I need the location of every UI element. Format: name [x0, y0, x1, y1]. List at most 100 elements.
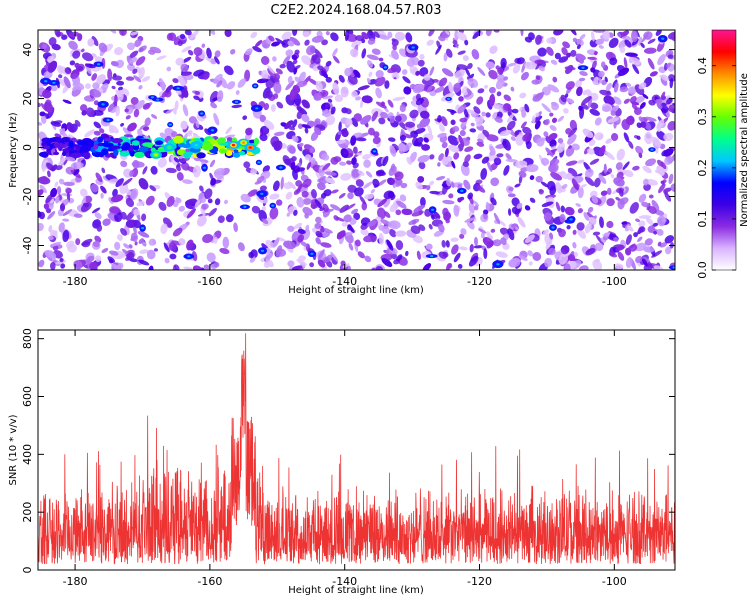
- heatmap-cell: [213, 170, 224, 180]
- heatmap-cell: [294, 49, 300, 55]
- heatmap-cell: [548, 133, 558, 141]
- heatmap-cell: [446, 155, 453, 162]
- heatmap-cell: [485, 30, 492, 37]
- heatmap-cell: [382, 225, 390, 235]
- heatmap-cell: [168, 123, 172, 126]
- heatmap-cell: [667, 120, 675, 131]
- heatmap-cell: [624, 169, 634, 178]
- heatmap-cell: [117, 86, 124, 91]
- heatmap-cell: [129, 50, 139, 59]
- heatmap-cell: [65, 187, 72, 194]
- heatmap-cell: [47, 235, 54, 241]
- heatmap-cell: [176, 172, 184, 181]
- heatmap-cell: [213, 236, 218, 244]
- heatmap-cell: [411, 101, 419, 108]
- heatmap-cell: [199, 185, 204, 192]
- heatmap-cell: [203, 73, 210, 80]
- heatmap-cell: [64, 67, 72, 74]
- heatmap-cell: [39, 184, 47, 194]
- heatmap-cell: [643, 47, 657, 54]
- heatmap-cell: [91, 207, 101, 214]
- heatmap-cell: [357, 85, 370, 91]
- heatmap-cell: [253, 84, 257, 87]
- heatmap-cell: [139, 124, 148, 130]
- colorbar: 0.0 0.1 0.2 0.3 0.4 Normalized spectral ampl…: [696, 29, 750, 279]
- heatmap-cell: [110, 194, 124, 203]
- heatmap-cell: [625, 82, 632, 87]
- heatmap-cell: [70, 161, 84, 170]
- heatmap-cell: [68, 40, 78, 50]
- heatmap-cell: [442, 199, 455, 205]
- heatmap-cell: [102, 218, 111, 226]
- heatmap-cell: [87, 38, 95, 47]
- heatmap-cell: [289, 36, 301, 46]
- heatmap-cell: [417, 176, 425, 183]
- heatmap-cell: [367, 59, 373, 68]
- heatmap-cell: [632, 63, 640, 75]
- heatmap-cell: [367, 38, 376, 45]
- heatmap-cell: [330, 32, 339, 42]
- heatmap-cell: [120, 160, 128, 168]
- heatmap-cell: [201, 43, 206, 48]
- heatmap-cell: [576, 44, 581, 50]
- heatmap-cell: [460, 189, 464, 192]
- heatmap-cell: [429, 190, 440, 195]
- heatmap-cell: [224, 199, 228, 205]
- heatmap-cell: [52, 245, 59, 251]
- heatmap-cell: [315, 230, 323, 238]
- heatmap-cell: [450, 119, 456, 125]
- heatmap-cell: [371, 110, 379, 122]
- heatmap-cell: [113, 149, 119, 157]
- heatmap-cell: [336, 139, 347, 145]
- heatmap-x-tick-label: -180: [63, 275, 88, 288]
- heatmap-x-tick-label: -140: [332, 275, 357, 288]
- heatmap-cell: [448, 81, 454, 94]
- heatmap-cell: [541, 103, 552, 113]
- heatmap-cell: [344, 67, 352, 77]
- heatmap-cell: [625, 257, 633, 269]
- heatmap-cell: [462, 55, 469, 61]
- heatmap-cell: [61, 34, 68, 40]
- heatmap-cell: [490, 177, 500, 187]
- heatmap-cell: [81, 196, 87, 209]
- heatmap-cell: [435, 176, 446, 181]
- heatmap-cell: [145, 195, 155, 206]
- heatmap-cell: [551, 101, 558, 107]
- heatmap-cell: [176, 87, 180, 90]
- heatmap-cell: [154, 153, 158, 157]
- heatmap-cell: [668, 104, 675, 111]
- heatmap-x-axis: -180 -160 -140 -120 -100: [63, 30, 627, 288]
- heatmap-cell: [202, 233, 214, 244]
- heatmap-cell: [129, 57, 138, 64]
- heatmap-cell: [579, 33, 586, 41]
- heatmap-cell: [188, 116, 197, 124]
- heatmap-cell: [391, 143, 400, 151]
- heatmap-cell: [552, 76, 558, 83]
- heatmap-cell: [535, 112, 540, 117]
- heatmap-cell: [448, 193, 454, 199]
- heatmap-cell: [115, 59, 125, 69]
- heatmap-cell: [629, 244, 638, 252]
- heatmap-cell: [464, 217, 476, 223]
- heatmap-cell: [125, 197, 135, 208]
- heatmap-cell: [244, 69, 251, 82]
- heatmap-cell: [142, 142, 154, 147]
- heatmap-x-tick-label: -120: [467, 275, 492, 288]
- heatmap-cell: [490, 228, 496, 233]
- heatmap-cell: [225, 126, 232, 135]
- heatmap-cell: [617, 198, 625, 210]
- heatmap-cell: [621, 35, 632, 41]
- heatmap-cell: [613, 263, 624, 270]
- heatmap-cell: [315, 216, 322, 224]
- heatmap-cell: [149, 46, 162, 54]
- heatmap-cell: [464, 154, 471, 164]
- heatmap-cell: [599, 145, 606, 156]
- heatmap-cell: [108, 124, 119, 134]
- heatmap-cell: [165, 108, 174, 115]
- heatmap-cell: [549, 112, 554, 117]
- heatmap-cell: [108, 250, 119, 256]
- heatmap-cell: [610, 173, 615, 179]
- heatmap-cell: [495, 65, 500, 70]
- heatmap-cell: [668, 265, 675, 270]
- heatmap-cell: [378, 233, 384, 245]
